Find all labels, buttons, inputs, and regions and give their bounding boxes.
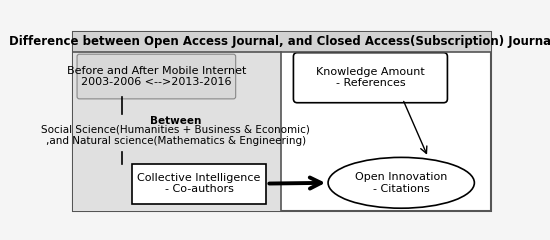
Text: Social Science(Humanities + Business & Economic)
,and Natural science(Mathematic: Social Science(Humanities + Business & E… [41,124,310,146]
FancyBboxPatch shape [294,53,448,103]
Text: Between: Between [150,116,201,126]
Text: Knowledge Amount
- References: Knowledge Amount - References [316,67,425,89]
Text: Difference between Open Access Journal, and Closed Access(Subscription) Journal: Difference between Open Access Journal, … [9,35,550,48]
Text: Open Innovation
- Citations: Open Innovation - Citations [355,172,447,194]
FancyBboxPatch shape [132,163,267,204]
Ellipse shape [328,157,474,208]
Text: Before and After Mobile Internet
2003-2006 <-->2013-2016: Before and After Mobile Internet 2003-20… [67,66,246,87]
FancyBboxPatch shape [77,54,236,99]
FancyBboxPatch shape [73,52,281,210]
FancyBboxPatch shape [73,32,491,52]
Text: Collective Intelligence
- Co-authors: Collective Intelligence - Co-authors [138,173,261,194]
FancyBboxPatch shape [73,32,491,210]
